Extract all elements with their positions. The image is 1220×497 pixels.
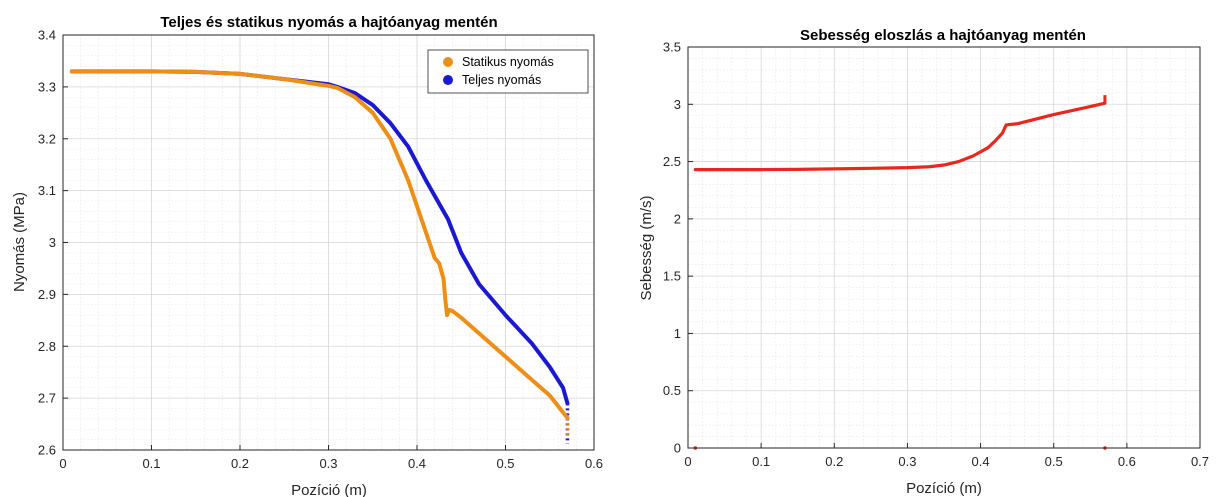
pressure-major-grid xyxy=(62,34,595,451)
pressure-x-tick-label: 0.4 xyxy=(408,456,426,471)
pressure-chart: Teljes és statikus nyomás a hajtóanyag m… xyxy=(11,14,603,497)
pressure-x-ticks: 0 0.1 0.2 0.3 0.4 0.5 0.6 xyxy=(59,445,603,471)
velocity-y-axis-label: Sebesség (m/s) xyxy=(638,195,655,300)
pressure-x-tick-label: 0.5 xyxy=(496,456,514,471)
velocity-x-axis-label: Pozíció (m) xyxy=(906,480,982,497)
velocity-y-tick-label: 2 xyxy=(674,211,681,226)
velocity-major-grid xyxy=(687,46,1201,449)
velocity-x-tick-label: 0 xyxy=(684,454,691,469)
pressure-y-ticks: 2.6 2.7 2.8 2.9 3 3.1 3.2 3.3 3.4 xyxy=(38,28,68,458)
pressure-y-tick-label: 3.3 xyxy=(38,79,56,94)
velocity-y-tick-label: 3 xyxy=(674,97,681,112)
velocity-chart-title: Sebesség eloszlás a hajtóanyag mentén xyxy=(800,27,1086,44)
velocity-x-tick-label: 0.4 xyxy=(972,454,990,469)
velocity-y-tick-label: 1.5 xyxy=(663,269,681,284)
velocity-x-tick-label: 0.6 xyxy=(1118,454,1136,469)
pressure-x-axis-label: Pozíció (m) xyxy=(291,482,367,497)
velocity-plot-frame xyxy=(687,46,1201,449)
velocity-y-tick-label: 3.5 xyxy=(663,40,681,55)
legend-label-static: Statikus nyomás xyxy=(462,55,554,69)
pressure-legend-box xyxy=(427,49,589,94)
pressure-y-tick-label: 2.9 xyxy=(38,287,56,302)
legend-marker-static xyxy=(443,57,453,67)
pressure-legend: Statikus nyomás Teljes nyomás xyxy=(427,49,589,94)
pressure-x-tick-label: 0.3 xyxy=(319,456,337,471)
pressure-plot-series xyxy=(69,69,570,444)
pressure-y-axis-label: Nyomás (MPa) xyxy=(11,192,28,292)
pressure-y-tick-label: 3 xyxy=(49,235,56,250)
pressure-y-tick-label: 3.4 xyxy=(38,28,56,43)
pressure-x-tick-label: 0.6 xyxy=(585,456,603,471)
pressure-series-total xyxy=(69,69,570,406)
velocity-x-tick-label: 0.5 xyxy=(1045,454,1063,469)
legend-marker-total xyxy=(443,75,453,85)
velocity-series-line xyxy=(693,101,1107,172)
pressure-y-tick-label: 2.8 xyxy=(38,339,56,354)
pressure-y-tick-label: 3.2 xyxy=(38,131,56,146)
legend-label-total: Teljes nyomás xyxy=(462,73,541,87)
velocity-y-tick-label: 0 xyxy=(674,441,681,456)
pressure-chart-title: Teljes és statikus nyomás a hajtóanyag m… xyxy=(160,14,497,31)
velocity-minor-grid xyxy=(688,47,1200,448)
velocity-x-tick-label: 0.2 xyxy=(825,454,843,469)
velocity-y-tick-label: 1 xyxy=(674,326,681,341)
velocity-x-tick-label: 0.1 xyxy=(752,454,770,469)
velocity-x-ticks: 0 0.1 0.2 0.3 0.4 0.5 0.6 0.7 xyxy=(684,443,1209,469)
velocity-y-tick-label: 0.5 xyxy=(663,383,681,398)
pressure-y-tick-label: 2.6 xyxy=(38,443,56,458)
velocity-x-tick-label: 0.3 xyxy=(898,454,916,469)
pressure-series-static xyxy=(69,69,570,420)
pressure-x-tick-label: 0 xyxy=(59,456,66,471)
pressure-y-tick-label: 2.7 xyxy=(38,391,56,406)
pressure-x-tick-label: 0.1 xyxy=(142,456,160,471)
velocity-y-tick-label: 2.5 xyxy=(663,154,681,169)
velocity-y-ticks: 0 0.5 1 1.5 2 2.5 3 3.5 xyxy=(663,40,693,456)
velocity-plot-series xyxy=(693,95,1107,450)
pressure-y-tick-label: 3.1 xyxy=(38,183,56,198)
pressure-x-tick-label: 0.2 xyxy=(231,456,249,471)
velocity-x-tick-label: 0.7 xyxy=(1191,454,1209,469)
